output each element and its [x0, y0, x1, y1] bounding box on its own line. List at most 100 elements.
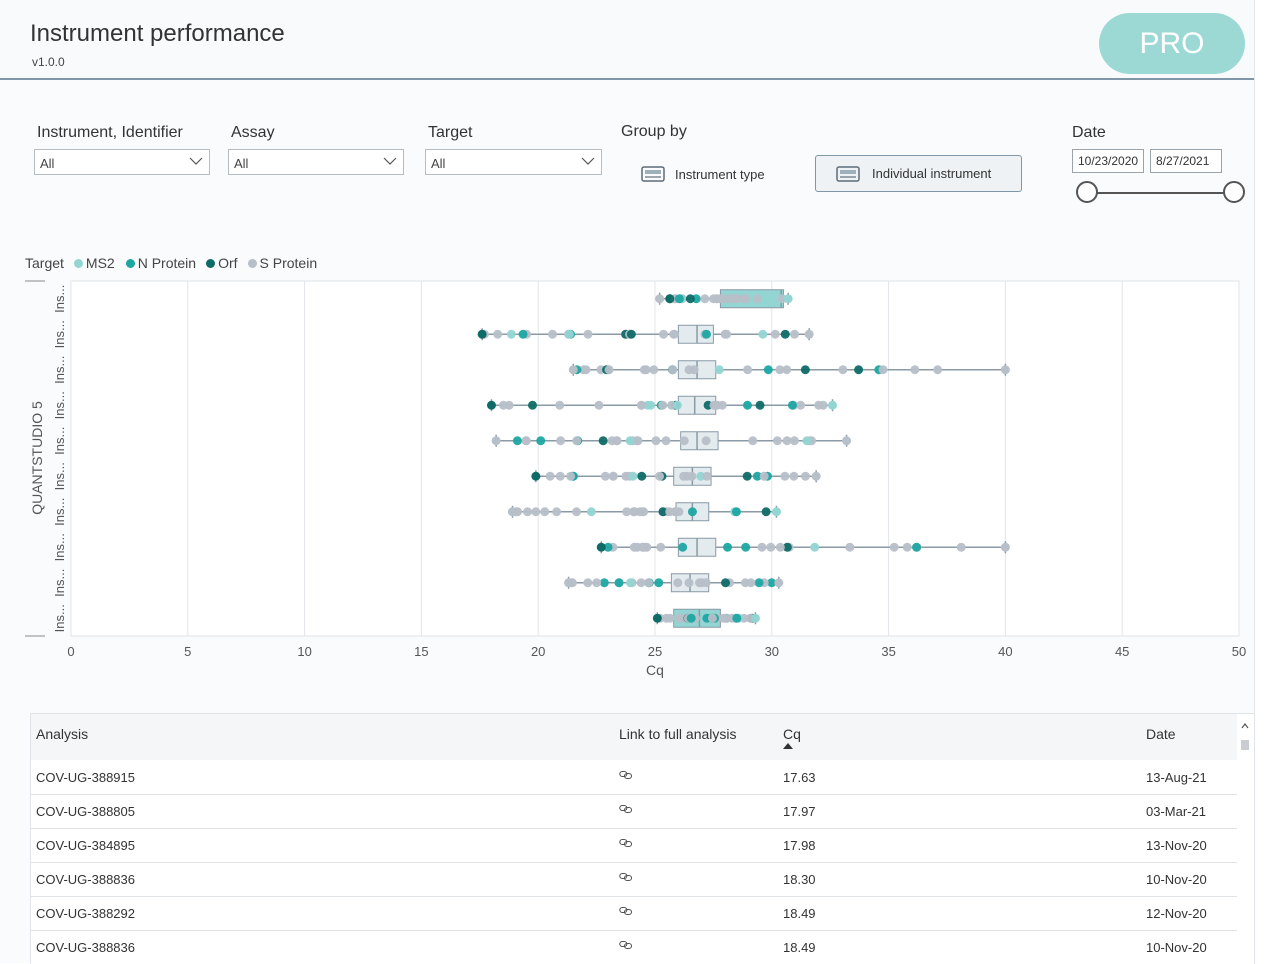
- sample-point[interactable]: [732, 613, 742, 623]
- sample-point[interactable]: [685, 294, 695, 304]
- sample-point[interactable]: [750, 613, 760, 623]
- sample-point[interactable]: [581, 365, 591, 375]
- sample-point[interactable]: [639, 507, 649, 517]
- legend-item-n-protein[interactable]: N Protein: [125, 255, 196, 271]
- sample-point[interactable]: [1000, 365, 1010, 375]
- sample-point[interactable]: [646, 400, 656, 410]
- sample-point[interactable]: [767, 578, 777, 588]
- sample-point[interactable]: [622, 507, 632, 517]
- sample-point[interactable]: [757, 542, 767, 552]
- assay-select[interactable]: All: [228, 149, 404, 175]
- sample-point[interactable]: [774, 578, 784, 588]
- sample-point[interactable]: [493, 329, 503, 339]
- sample-point[interactable]: [742, 471, 752, 481]
- sample-point[interactable]: [604, 365, 614, 375]
- sample-point[interactable]: [518, 329, 528, 339]
- column-header-date[interactable]: Date: [1146, 726, 1176, 742]
- sample-point[interactable]: [782, 436, 792, 446]
- sample-point[interactable]: [763, 365, 773, 375]
- group-by-instrument-type-button[interactable]: Instrument type: [641, 163, 765, 185]
- sample-point[interactable]: [568, 365, 578, 375]
- sample-point[interactable]: [612, 436, 622, 446]
- sample-point[interactable]: [636, 578, 646, 588]
- sample-point[interactable]: [572, 507, 582, 517]
- sample-point[interactable]: [531, 471, 541, 481]
- sample-point[interactable]: [654, 578, 664, 588]
- boxplot-row[interactable]: [564, 573, 784, 593]
- sample-point[interactable]: [783, 294, 793, 304]
- sample-point[interactable]: [521, 436, 531, 446]
- table-scrollbar[interactable]: [1237, 714, 1254, 964]
- sample-point[interactable]: [700, 294, 710, 304]
- target-select[interactable]: All: [425, 149, 602, 175]
- sample-point[interactable]: [643, 578, 653, 588]
- sample-point[interactable]: [701, 578, 711, 588]
- sample-point[interactable]: [555, 400, 565, 410]
- sample-point[interactable]: [665, 507, 675, 517]
- sample-point[interactable]: [800, 471, 810, 481]
- legend-item-ms2[interactable]: MS2: [73, 255, 115, 271]
- sample-point[interactable]: [718, 613, 728, 623]
- sample-point[interactable]: [910, 365, 920, 375]
- scrollbar-thumb[interactable]: [1241, 740, 1249, 750]
- sample-point[interactable]: [672, 400, 682, 410]
- sample-point[interactable]: [775, 542, 785, 552]
- table-row[interactable]: COV-UG-388836 18.30 10-Nov-20: [31, 862, 1237, 897]
- sample-point[interactable]: [842, 436, 852, 446]
- sample-point[interactable]: [752, 471, 762, 481]
- group-by-individual-instrument-button[interactable]: Individual instrument: [815, 155, 1022, 192]
- boxplot-row[interactable]: [652, 608, 760, 628]
- sample-point[interactable]: [638, 542, 648, 552]
- sample-point[interactable]: [715, 294, 725, 304]
- sample-point[interactable]: [628, 471, 638, 481]
- sample-point[interactable]: [625, 578, 635, 588]
- column-header-link[interactable]: Link to full analysis: [619, 726, 737, 742]
- boxplot-row[interactable]: [508, 502, 781, 522]
- sample-point[interactable]: [956, 542, 966, 552]
- sample-point[interactable]: [714, 365, 724, 375]
- sample-point[interactable]: [771, 507, 781, 517]
- sample-point[interactable]: [775, 365, 785, 375]
- link-icon[interactable]: [619, 770, 633, 780]
- sample-point[interactable]: [878, 365, 888, 375]
- sample-point[interactable]: [748, 436, 758, 446]
- sample-point[interactable]: [902, 542, 912, 552]
- sample-point[interactable]: [668, 365, 678, 375]
- sample-point[interactable]: [742, 400, 752, 410]
- column-header-analysis[interactable]: Analysis: [36, 726, 89, 742]
- sample-point[interactable]: [759, 471, 769, 481]
- sample-point[interactable]: [564, 329, 574, 339]
- sample-point[interactable]: [782, 365, 792, 375]
- boxplot-row[interactable]: [477, 324, 814, 344]
- sample-point[interactable]: [614, 578, 624, 588]
- sample-point[interactable]: [665, 294, 675, 304]
- sample-point[interactable]: [477, 329, 487, 339]
- sample-point[interactable]: [743, 365, 753, 375]
- sample-point[interactable]: [600, 471, 610, 481]
- sample-point[interactable]: [814, 400, 824, 410]
- boxplot-row[interactable]: [655, 289, 793, 309]
- table-row[interactable]: COV-UG-388836 18.49 10-Nov-20: [31, 930, 1237, 964]
- sample-point[interactable]: [787, 400, 797, 410]
- sample-point[interactable]: [651, 436, 661, 446]
- sample-point[interactable]: [658, 400, 668, 410]
- sample-point[interactable]: [800, 365, 810, 375]
- sample-point[interactable]: [740, 578, 750, 588]
- sample-point[interactable]: [566, 471, 576, 481]
- sample-point[interactable]: [594, 400, 604, 410]
- sample-point[interactable]: [711, 400, 721, 410]
- sample-point[interactable]: [491, 436, 501, 446]
- sample-point[interactable]: [796, 400, 806, 410]
- sample-point[interactable]: [752, 294, 762, 304]
- sample-point[interactable]: [804, 329, 814, 339]
- sample-point[interactable]: [556, 436, 566, 446]
- table-row[interactable]: COV-UG-388805 17.97 03-Mar-21: [31, 794, 1237, 829]
- sample-point[interactable]: [741, 542, 751, 552]
- sample-point[interactable]: [603, 542, 613, 552]
- sample-point[interactable]: [548, 329, 558, 339]
- sample-point[interactable]: [661, 436, 671, 446]
- link-icon[interactable]: [619, 906, 633, 916]
- sample-point[interactable]: [780, 471, 790, 481]
- sample-point[interactable]: [673, 578, 683, 588]
- sample-point[interactable]: [592, 578, 602, 588]
